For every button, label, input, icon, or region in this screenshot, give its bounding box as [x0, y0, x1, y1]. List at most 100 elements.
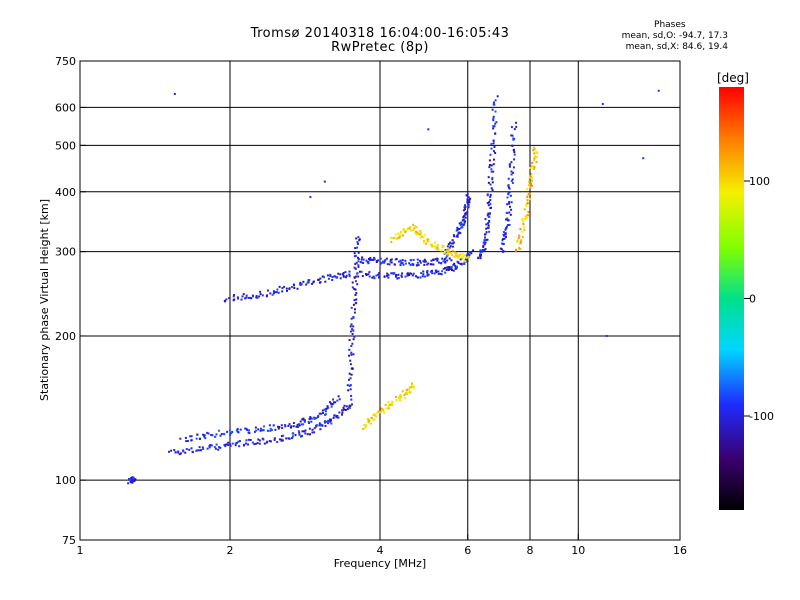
data-point	[129, 481, 132, 483]
data-point	[488, 230, 491, 233]
data-point	[493, 125, 496, 128]
data-point	[245, 442, 247, 445]
data-point	[460, 221, 463, 224]
data-point	[518, 234, 521, 237]
data-point	[368, 421, 371, 424]
data-point	[431, 272, 434, 275]
data-point	[507, 224, 509, 226]
data-point	[468, 199, 471, 202]
data-point	[513, 158, 516, 161]
data-point	[486, 238, 489, 241]
data-point	[387, 276, 390, 279]
data-point	[441, 257, 444, 260]
y-tick-label: 750	[55, 55, 76, 68]
data-point	[466, 193, 469, 196]
data-point	[397, 236, 400, 239]
data-point	[348, 378, 350, 381]
data-point	[515, 125, 518, 128]
data-point	[487, 212, 490, 215]
data-point	[273, 291, 276, 294]
data-point	[536, 152, 539, 155]
data-point	[449, 245, 452, 248]
data-point	[451, 269, 453, 271]
data-point	[466, 201, 469, 204]
data-point	[367, 260, 370, 263]
data-point	[240, 298, 243, 301]
data-point	[510, 126, 513, 129]
data-point	[529, 198, 532, 201]
data-point	[350, 345, 353, 347]
data-point	[363, 423, 366, 426]
data-point	[271, 293, 274, 296]
data-point	[317, 415, 320, 418]
data-point	[170, 449, 173, 452]
data-point	[406, 392, 409, 395]
data-point	[536, 156, 539, 159]
data-point	[419, 276, 422, 279]
data-point	[356, 272, 359, 275]
data-point	[362, 262, 365, 264]
data-point	[368, 258, 370, 260]
data-point	[351, 403, 353, 406]
data-point	[326, 274, 329, 277]
data-point	[261, 429, 264, 432]
data-point	[388, 263, 391, 266]
data-point	[359, 270, 361, 273]
data-point	[511, 182, 514, 184]
data-point	[287, 424, 290, 427]
data-point	[288, 423, 291, 426]
data-point	[526, 199, 529, 202]
data-point	[262, 429, 265, 432]
data-point	[533, 157, 536, 160]
data-point	[233, 298, 236, 301]
data-point	[408, 262, 411, 265]
data-point	[324, 413, 327, 416]
data-point	[430, 263, 433, 266]
data-point	[218, 429, 220, 432]
trace-upper-f1-trace	[179, 395, 341, 443]
data-point	[248, 429, 250, 432]
data-point	[391, 403, 393, 406]
data-point	[351, 286, 354, 289]
data-point	[195, 437, 198, 440]
data-point	[185, 448, 188, 451]
data-point	[226, 430, 229, 433]
data-point	[527, 192, 530, 195]
data-point	[506, 203, 509, 206]
data-point	[437, 272, 440, 275]
data-point	[531, 184, 533, 187]
data-point	[325, 408, 328, 410]
data-point	[331, 276, 334, 279]
data-point	[450, 265, 453, 268]
data-point	[309, 416, 312, 419]
data-point	[460, 226, 463, 229]
data-point	[434, 258, 437, 261]
data-point	[402, 234, 404, 237]
data-point	[385, 407, 388, 410]
data-point	[400, 261, 403, 264]
data-point	[351, 342, 354, 345]
data-point	[353, 311, 356, 314]
data-point	[523, 218, 526, 221]
data-point	[319, 277, 322, 280]
data-point	[397, 397, 400, 400]
data-point	[416, 258, 419, 261]
data-point	[348, 348, 351, 351]
data-point	[249, 439, 252, 441]
data-point	[349, 363, 352, 366]
data-point	[508, 187, 511, 190]
data-point	[412, 272, 415, 275]
data-point	[272, 424, 275, 427]
data-point	[390, 258, 393, 261]
y-tick-label: 600	[55, 101, 76, 114]
data-point	[228, 297, 231, 300]
x-tick-label: 2	[227, 544, 234, 557]
data-point	[250, 297, 253, 300]
data-point	[244, 297, 247, 300]
data-point	[341, 409, 344, 412]
data-point	[427, 238, 430, 241]
data-point	[437, 247, 440, 250]
data-point	[302, 280, 305, 283]
data-point	[404, 259, 407, 262]
data-point	[468, 251, 471, 254]
